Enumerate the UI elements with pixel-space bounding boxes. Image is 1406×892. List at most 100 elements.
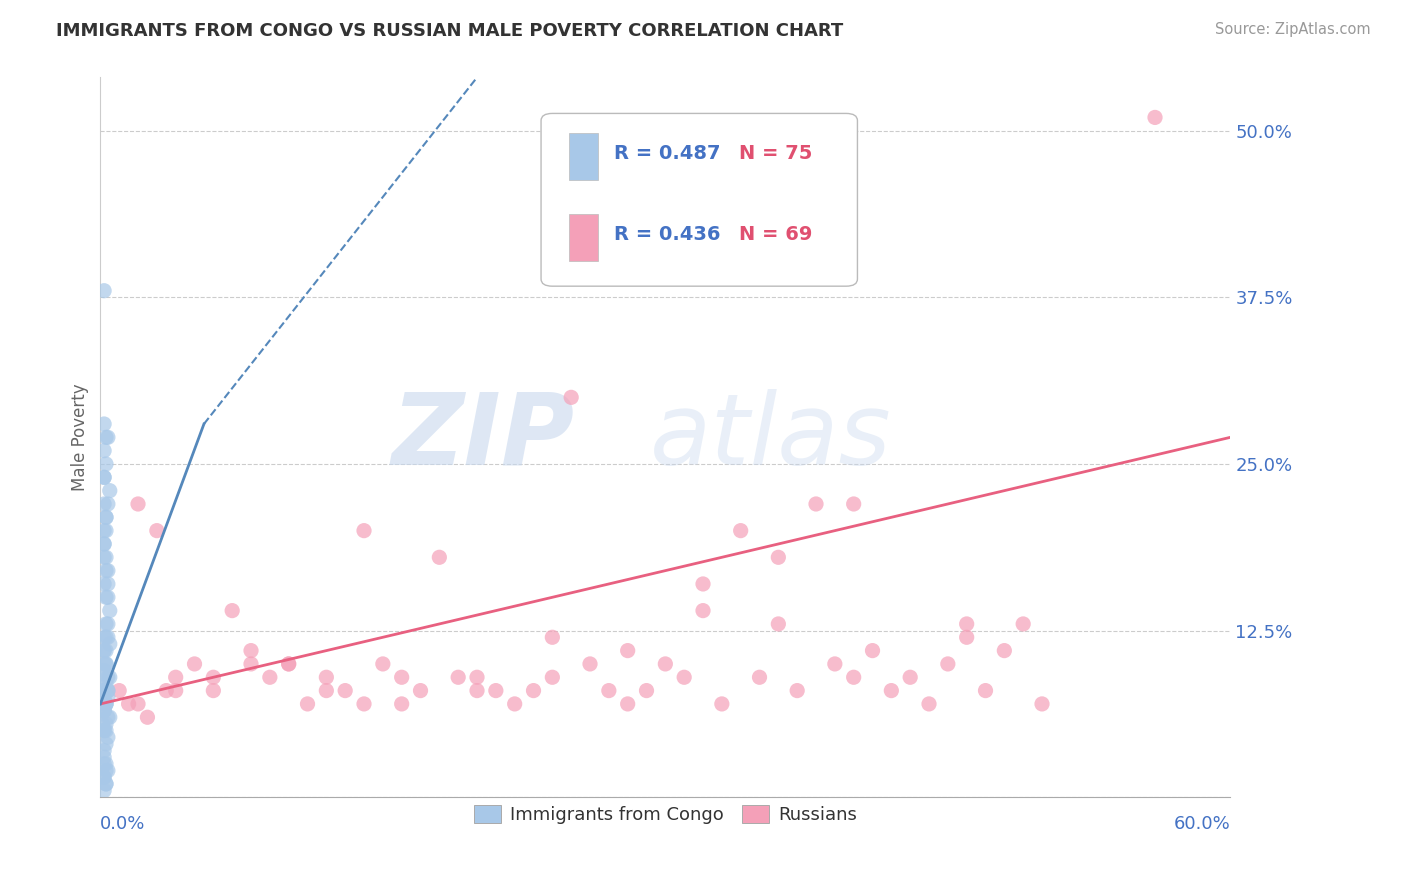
Point bbox=[277, 657, 299, 671]
Text: N = 69: N = 69 bbox=[738, 225, 813, 244]
Point bbox=[768, 616, 790, 631]
Point bbox=[560, 390, 582, 404]
Point bbox=[503, 697, 526, 711]
Point bbox=[1031, 697, 1053, 711]
Point bbox=[93, 704, 115, 718]
Point bbox=[146, 524, 169, 538]
Point bbox=[94, 591, 117, 605]
Point bbox=[297, 697, 319, 711]
Text: 60.0%: 60.0% bbox=[1174, 815, 1230, 833]
Point bbox=[98, 637, 121, 651]
Point bbox=[409, 683, 432, 698]
Point bbox=[936, 657, 959, 671]
Point bbox=[1012, 616, 1035, 631]
Point bbox=[98, 710, 121, 724]
Point bbox=[94, 430, 117, 444]
Point bbox=[240, 657, 263, 671]
Point bbox=[97, 683, 120, 698]
Point bbox=[93, 723, 115, 738]
Point bbox=[880, 683, 903, 698]
Point bbox=[315, 683, 337, 698]
Point bbox=[97, 430, 120, 444]
Point bbox=[93, 443, 115, 458]
Point bbox=[136, 710, 159, 724]
Point bbox=[97, 616, 120, 631]
Point bbox=[94, 510, 117, 524]
Point bbox=[93, 417, 115, 431]
Point bbox=[541, 630, 564, 644]
Point bbox=[93, 470, 115, 484]
Point bbox=[786, 683, 808, 698]
Point bbox=[465, 683, 488, 698]
Point bbox=[98, 670, 121, 684]
Point bbox=[97, 630, 120, 644]
Point bbox=[97, 690, 120, 705]
Point bbox=[93, 497, 115, 511]
Point bbox=[93, 284, 115, 298]
Point bbox=[117, 697, 139, 711]
Point bbox=[221, 604, 243, 618]
Point bbox=[427, 550, 450, 565]
Point bbox=[94, 657, 117, 671]
Point bbox=[522, 683, 544, 698]
Point bbox=[93, 657, 115, 671]
Point bbox=[93, 537, 115, 551]
Point bbox=[956, 616, 979, 631]
Point bbox=[93, 537, 115, 551]
Point bbox=[993, 643, 1015, 657]
Point bbox=[974, 683, 997, 698]
Point bbox=[93, 524, 115, 538]
Point bbox=[93, 643, 115, 657]
Point bbox=[447, 670, 470, 684]
Point bbox=[391, 697, 413, 711]
Point bbox=[918, 697, 941, 711]
Point bbox=[824, 657, 846, 671]
Point bbox=[94, 697, 117, 711]
Point bbox=[240, 643, 263, 657]
Point bbox=[93, 704, 115, 718]
Point bbox=[93, 723, 115, 738]
Text: IMMIGRANTS FROM CONGO VS RUSSIAN MALE POVERTY CORRELATION CHART: IMMIGRANTS FROM CONGO VS RUSSIAN MALE PO… bbox=[56, 22, 844, 40]
Point bbox=[956, 630, 979, 644]
FancyBboxPatch shape bbox=[569, 214, 598, 261]
Point bbox=[93, 550, 115, 565]
Point bbox=[541, 670, 564, 684]
Point bbox=[94, 737, 117, 751]
Point bbox=[93, 690, 115, 705]
Point bbox=[335, 683, 357, 698]
Y-axis label: Male Poverty: Male Poverty bbox=[72, 384, 89, 491]
Point bbox=[93, 750, 115, 764]
Point bbox=[93, 756, 115, 771]
Point bbox=[93, 643, 115, 657]
Point bbox=[598, 683, 620, 698]
Point bbox=[94, 717, 117, 731]
Point bbox=[94, 550, 117, 565]
Point bbox=[97, 731, 120, 745]
Point bbox=[94, 756, 117, 771]
Point bbox=[842, 497, 865, 511]
Point bbox=[710, 697, 733, 711]
Point bbox=[93, 743, 115, 757]
Point bbox=[371, 657, 394, 671]
Point bbox=[97, 497, 120, 511]
Point bbox=[94, 777, 117, 791]
Point bbox=[98, 483, 121, 498]
Point bbox=[804, 497, 827, 511]
Point bbox=[654, 657, 676, 671]
Point bbox=[97, 591, 120, 605]
Point bbox=[1143, 111, 1166, 125]
Point bbox=[94, 524, 117, 538]
Point bbox=[94, 457, 117, 471]
Point bbox=[485, 683, 508, 698]
Point bbox=[465, 670, 488, 684]
Point bbox=[862, 643, 884, 657]
Point bbox=[127, 497, 149, 511]
Point bbox=[93, 577, 115, 591]
Point bbox=[692, 604, 714, 618]
Point bbox=[315, 670, 337, 684]
Point bbox=[616, 697, 638, 711]
Point bbox=[692, 577, 714, 591]
Point bbox=[94, 630, 117, 644]
Point bbox=[155, 683, 177, 698]
Legend: Immigrants from Congo, Russians: Immigrants from Congo, Russians bbox=[467, 797, 865, 831]
